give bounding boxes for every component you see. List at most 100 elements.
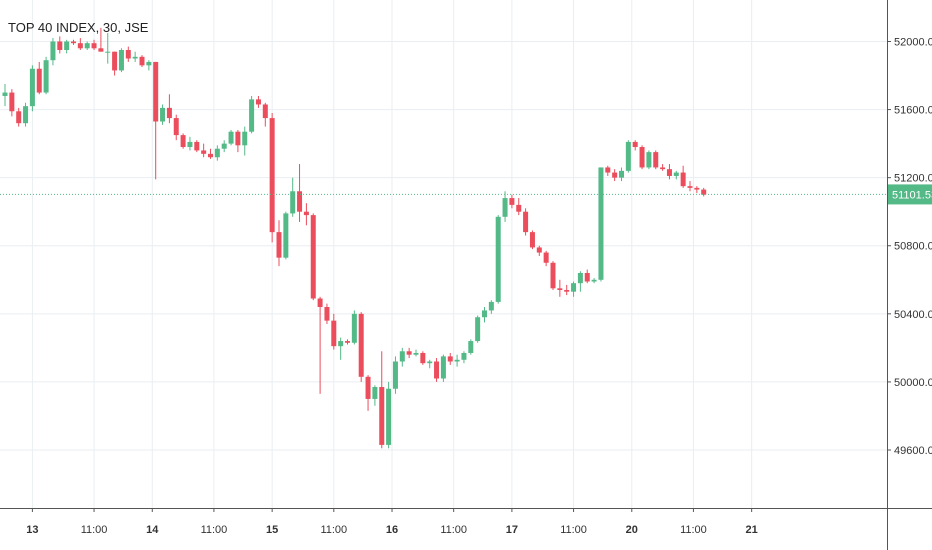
candle (509, 194, 515, 209)
candle (687, 181, 693, 192)
candle (9, 89, 15, 117)
candle-body (577, 272, 583, 284)
candle (543, 250, 549, 267)
x-tick-label: 16 (386, 524, 398, 536)
x-tick-label: 11:00 (680, 524, 707, 536)
x-tick-label: 11:00 (440, 524, 467, 536)
candle (43, 56, 49, 95)
candle-body (502, 198, 508, 217)
candle-body (166, 107, 172, 119)
candle-body (584, 272, 590, 282)
candle-body (9, 92, 15, 112)
x-tick-label: 21 (746, 524, 758, 536)
candle (77, 38, 83, 50)
candle (180, 133, 186, 149)
candle (571, 281, 577, 297)
x-tick-label: 11:00 (320, 524, 347, 536)
candle (434, 358, 440, 382)
candle-body (290, 191, 296, 214)
candle (502, 191, 508, 222)
y-tick-label: 50800.00 (894, 241, 932, 253)
candle (427, 359, 433, 369)
candle-body (379, 387, 385, 445)
candle (550, 261, 556, 290)
candle (516, 198, 522, 216)
candle-body (612, 172, 618, 178)
candle (495, 215, 501, 304)
candle-body (625, 141, 631, 171)
candle (482, 307, 487, 323)
candle (358, 312, 364, 382)
candle (16, 107, 22, 127)
candle (619, 167, 624, 182)
candle (584, 269, 590, 284)
y-tick-label: 49600.00 (894, 445, 932, 457)
candle (379, 351, 385, 449)
candle (338, 337, 344, 360)
candle (283, 211, 289, 260)
x-tick-label: 13 (26, 524, 38, 536)
candle (701, 187, 707, 197)
candle (125, 46, 131, 62)
candle (36, 61, 42, 95)
candle-body (351, 313, 357, 343)
candle-body (64, 41, 70, 50)
candle-body (660, 167, 666, 170)
candle (50, 38, 56, 66)
candle (194, 140, 200, 153)
grid-lines (0, 0, 887, 508)
candle-body (701, 189, 707, 195)
x-tick-label: 20 (626, 524, 638, 536)
candle (208, 148, 213, 159)
price-tag-label: 51101.53 (892, 189, 932, 201)
candle (399, 347, 405, 367)
candle-body (440, 356, 446, 379)
candle-body (84, 43, 90, 49)
candle (653, 150, 659, 170)
candle (228, 130, 234, 146)
x-tick-label: 11:00 (81, 524, 108, 536)
candle-body (598, 167, 604, 280)
candle (372, 385, 378, 406)
candle (345, 339, 350, 345)
candle (447, 352, 453, 365)
candle-body (694, 187, 700, 190)
x-tick-label: 17 (506, 524, 518, 536)
candle-body (317, 298, 323, 308)
candle (461, 351, 467, 364)
candle (392, 356, 398, 394)
candle-body (358, 313, 364, 377)
x-tick-label: 15 (266, 524, 278, 536)
y-tick-label: 50400.00 (894, 309, 932, 321)
candle-body (345, 341, 350, 343)
candle (324, 303, 330, 325)
candle (673, 170, 679, 180)
candles (2, 27, 707, 449)
candle-body (77, 43, 83, 49)
candle-body (372, 387, 378, 399)
candle-body (427, 361, 433, 364)
candle (29, 65, 35, 112)
candle-body (488, 301, 494, 311)
candle (118, 48, 124, 73)
candle-body (324, 307, 330, 321)
candle (605, 165, 611, 176)
candle-body (468, 341, 474, 353)
candle (64, 39, 70, 54)
candle-body (523, 211, 529, 233)
candle-body (413, 352, 419, 355)
candle (105, 32, 111, 64)
candle-body (221, 143, 227, 149)
candle-body (180, 135, 186, 148)
candle-body (160, 107, 166, 122)
candle-body (571, 283, 577, 292)
x-tick-label: 14 (146, 524, 159, 536)
candle-body (194, 141, 200, 151)
candle (612, 169, 618, 182)
candle (694, 186, 700, 193)
candle-body (2, 92, 8, 96)
candle (468, 339, 474, 355)
candle (557, 279, 563, 297)
candle (365, 375, 371, 411)
